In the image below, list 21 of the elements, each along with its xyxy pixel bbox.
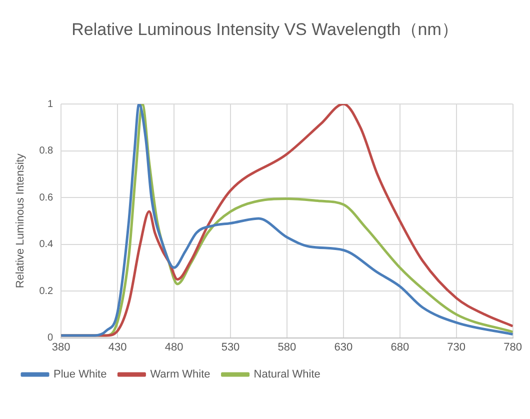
x-tick-label: 530: [221, 341, 240, 354]
chart-title: Relative Luminous Intensity VS Wavelength（nm）: [70, 19, 460, 41]
line-series: [61, 104, 513, 337]
y-axis-title: Relative Luminous Intensity: [14, 153, 27, 288]
legend-label: Natural White: [254, 368, 320, 381]
x-tick-label: 430: [108, 341, 127, 354]
y-tick-label: 1: [48, 98, 54, 110]
x-tick-label: 780: [504, 341, 522, 354]
y-tick-label: 0.4: [39, 239, 54, 250]
y-tick-label: 0.6: [39, 192, 54, 204]
x-tick-label: 380: [52, 341, 70, 354]
y-tick-label: 0.2: [39, 286, 54, 297]
x-tick-label: 480: [164, 341, 184, 354]
legend-label: Warm White: [150, 368, 210, 381]
x-tick-label: 630: [334, 341, 353, 354]
y-tick-label: 0.8: [39, 146, 54, 157]
x-tick-label: 680: [390, 341, 410, 354]
x-tick-label: 580: [278, 341, 296, 354]
y-tick-label: 0: [48, 332, 54, 344]
legend-label: Plue White: [54, 368, 107, 381]
x-tick-label: 730: [447, 341, 466, 354]
